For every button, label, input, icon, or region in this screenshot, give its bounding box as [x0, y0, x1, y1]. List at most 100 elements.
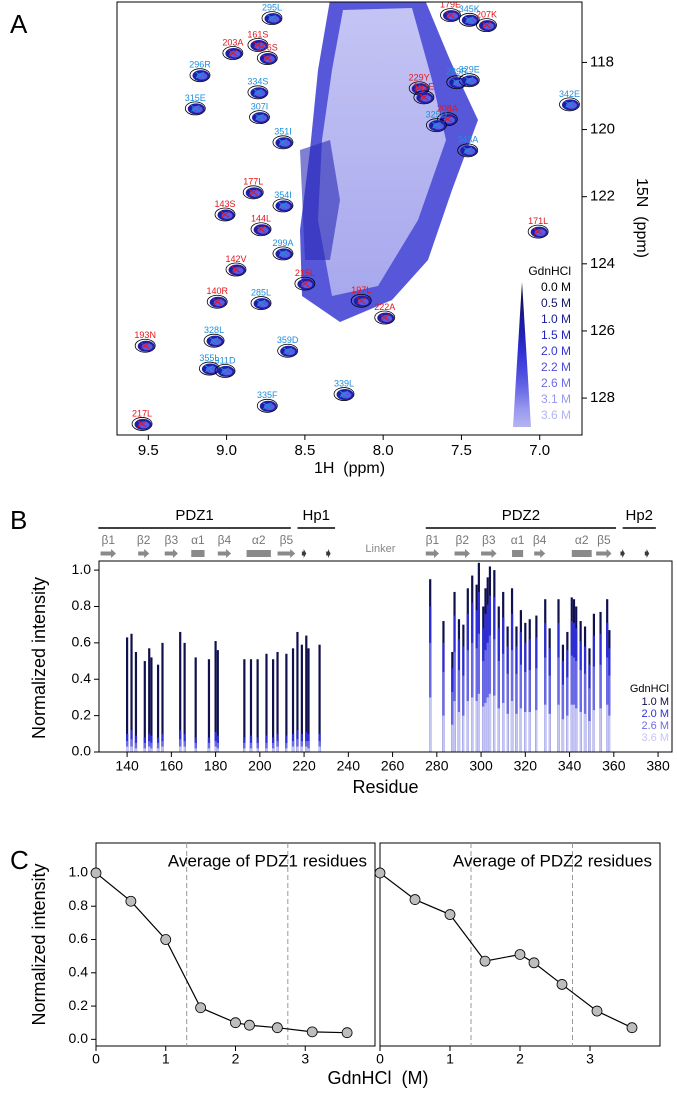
x-tick-label: 3	[301, 1051, 309, 1067]
peak-marker	[195, 71, 205, 79]
bar	[561, 684, 565, 752]
bar	[442, 671, 445, 752]
strand	[301, 549, 307, 558]
peak-label: 345K	[459, 4, 480, 14]
strand	[277, 549, 296, 558]
panel-title: Average of PDZ2 residues	[453, 851, 652, 870]
x-tick-label: 300	[469, 758, 493, 774]
bar	[156, 664, 160, 752]
bar	[143, 748, 146, 752]
overlap-cloud	[300, 140, 340, 260]
legend-entry: 1.0 M	[541, 312, 571, 326]
element-label: β4	[533, 533, 547, 547]
bar	[510, 701, 514, 752]
peak-marker	[253, 41, 263, 49]
bar	[515, 713, 518, 752]
legend-entry: 2.6 M	[541, 376, 571, 390]
bar	[194, 748, 197, 752]
peak-contour	[425, 118, 447, 133]
peak-marker	[205, 365, 214, 372]
peak-marker	[356, 297, 366, 305]
peak-marker	[464, 76, 474, 84]
element-label: β2	[455, 533, 469, 547]
peak-marker	[278, 202, 288, 209]
bar	[471, 697, 474, 752]
element-label: α2	[575, 533, 589, 547]
element-label: β4	[218, 533, 232, 547]
peak-marker	[380, 314, 390, 321]
bar	[296, 631, 299, 752]
bar	[130, 746, 133, 752]
data-point	[556, 979, 568, 990]
peak-label: 351I	[274, 127, 292, 137]
bar	[300, 746, 303, 752]
peak-contour	[261, 11, 283, 26]
strand	[620, 549, 625, 558]
peak-contour	[214, 363, 236, 378]
strand	[534, 549, 546, 558]
bar	[462, 715, 465, 752]
strand	[644, 549, 650, 558]
peak-label: 315E	[185, 93, 206, 103]
peak-contour	[272, 135, 294, 150]
bar	[300, 644, 303, 752]
bar	[265, 748, 268, 752]
data-point	[125, 895, 137, 907]
bar	[429, 697, 432, 752]
bar	[583, 713, 587, 752]
bar	[285, 653, 288, 752]
peak-label: 215L	[295, 268, 315, 278]
bar	[566, 677, 569, 752]
peak-marker	[300, 280, 310, 288]
peak-label: 343A	[457, 135, 478, 145]
peak-label: 339L	[334, 378, 354, 388]
peak-label: 329E	[459, 65, 480, 75]
x-tick-label: 2	[516, 1051, 524, 1067]
x-tick-label: 240	[337, 758, 361, 774]
data-point	[528, 957, 540, 969]
bar	[566, 715, 569, 752]
bar	[484, 650, 487, 752]
peak-label: 142V	[225, 254, 246, 264]
peak-contour	[374, 310, 396, 325]
bar	[207, 748, 211, 752]
peak-marker	[256, 225, 266, 233]
peak-marker	[283, 347, 292, 355]
peak-contour	[559, 97, 580, 112]
data-point	[514, 949, 526, 960]
peak-label: 334S	[247, 77, 268, 87]
domain-label: PDZ2	[502, 507, 540, 524]
bar	[493, 695, 496, 752]
bar	[272, 748, 275, 752]
y-tick-label: 122	[590, 188, 615, 205]
y-tick-label: 0.6	[69, 930, 89, 946]
peak-marker	[452, 78, 462, 86]
bar	[557, 704, 560, 752]
bar	[488, 693, 492, 752]
domain-label: Hp1	[302, 507, 330, 524]
data-point	[479, 955, 491, 967]
bar	[497, 661, 500, 752]
bar	[276, 746, 279, 752]
legend-wedge	[513, 282, 531, 427]
bar	[475, 701, 478, 752]
bar	[570, 704, 573, 752]
y-tick-label: 0.2	[69, 997, 89, 1013]
peak-marker	[190, 105, 200, 112]
peak-marker	[209, 337, 219, 345]
strand	[481, 549, 497, 558]
bar	[272, 659, 275, 752]
peak-contour	[225, 262, 247, 277]
bar	[143, 661, 146, 752]
x-tick-label: 280	[425, 758, 449, 774]
bar	[256, 742, 259, 752]
bar	[570, 655, 573, 752]
x-tick-label: 1	[446, 1051, 454, 1067]
y-tick-label: 118	[590, 53, 614, 70]
peak-contour	[250, 296, 272, 310]
peak-label: 208A	[437, 104, 458, 114]
bar	[285, 742, 288, 752]
bar	[544, 704, 547, 752]
peak-label: 222A	[374, 302, 395, 312]
